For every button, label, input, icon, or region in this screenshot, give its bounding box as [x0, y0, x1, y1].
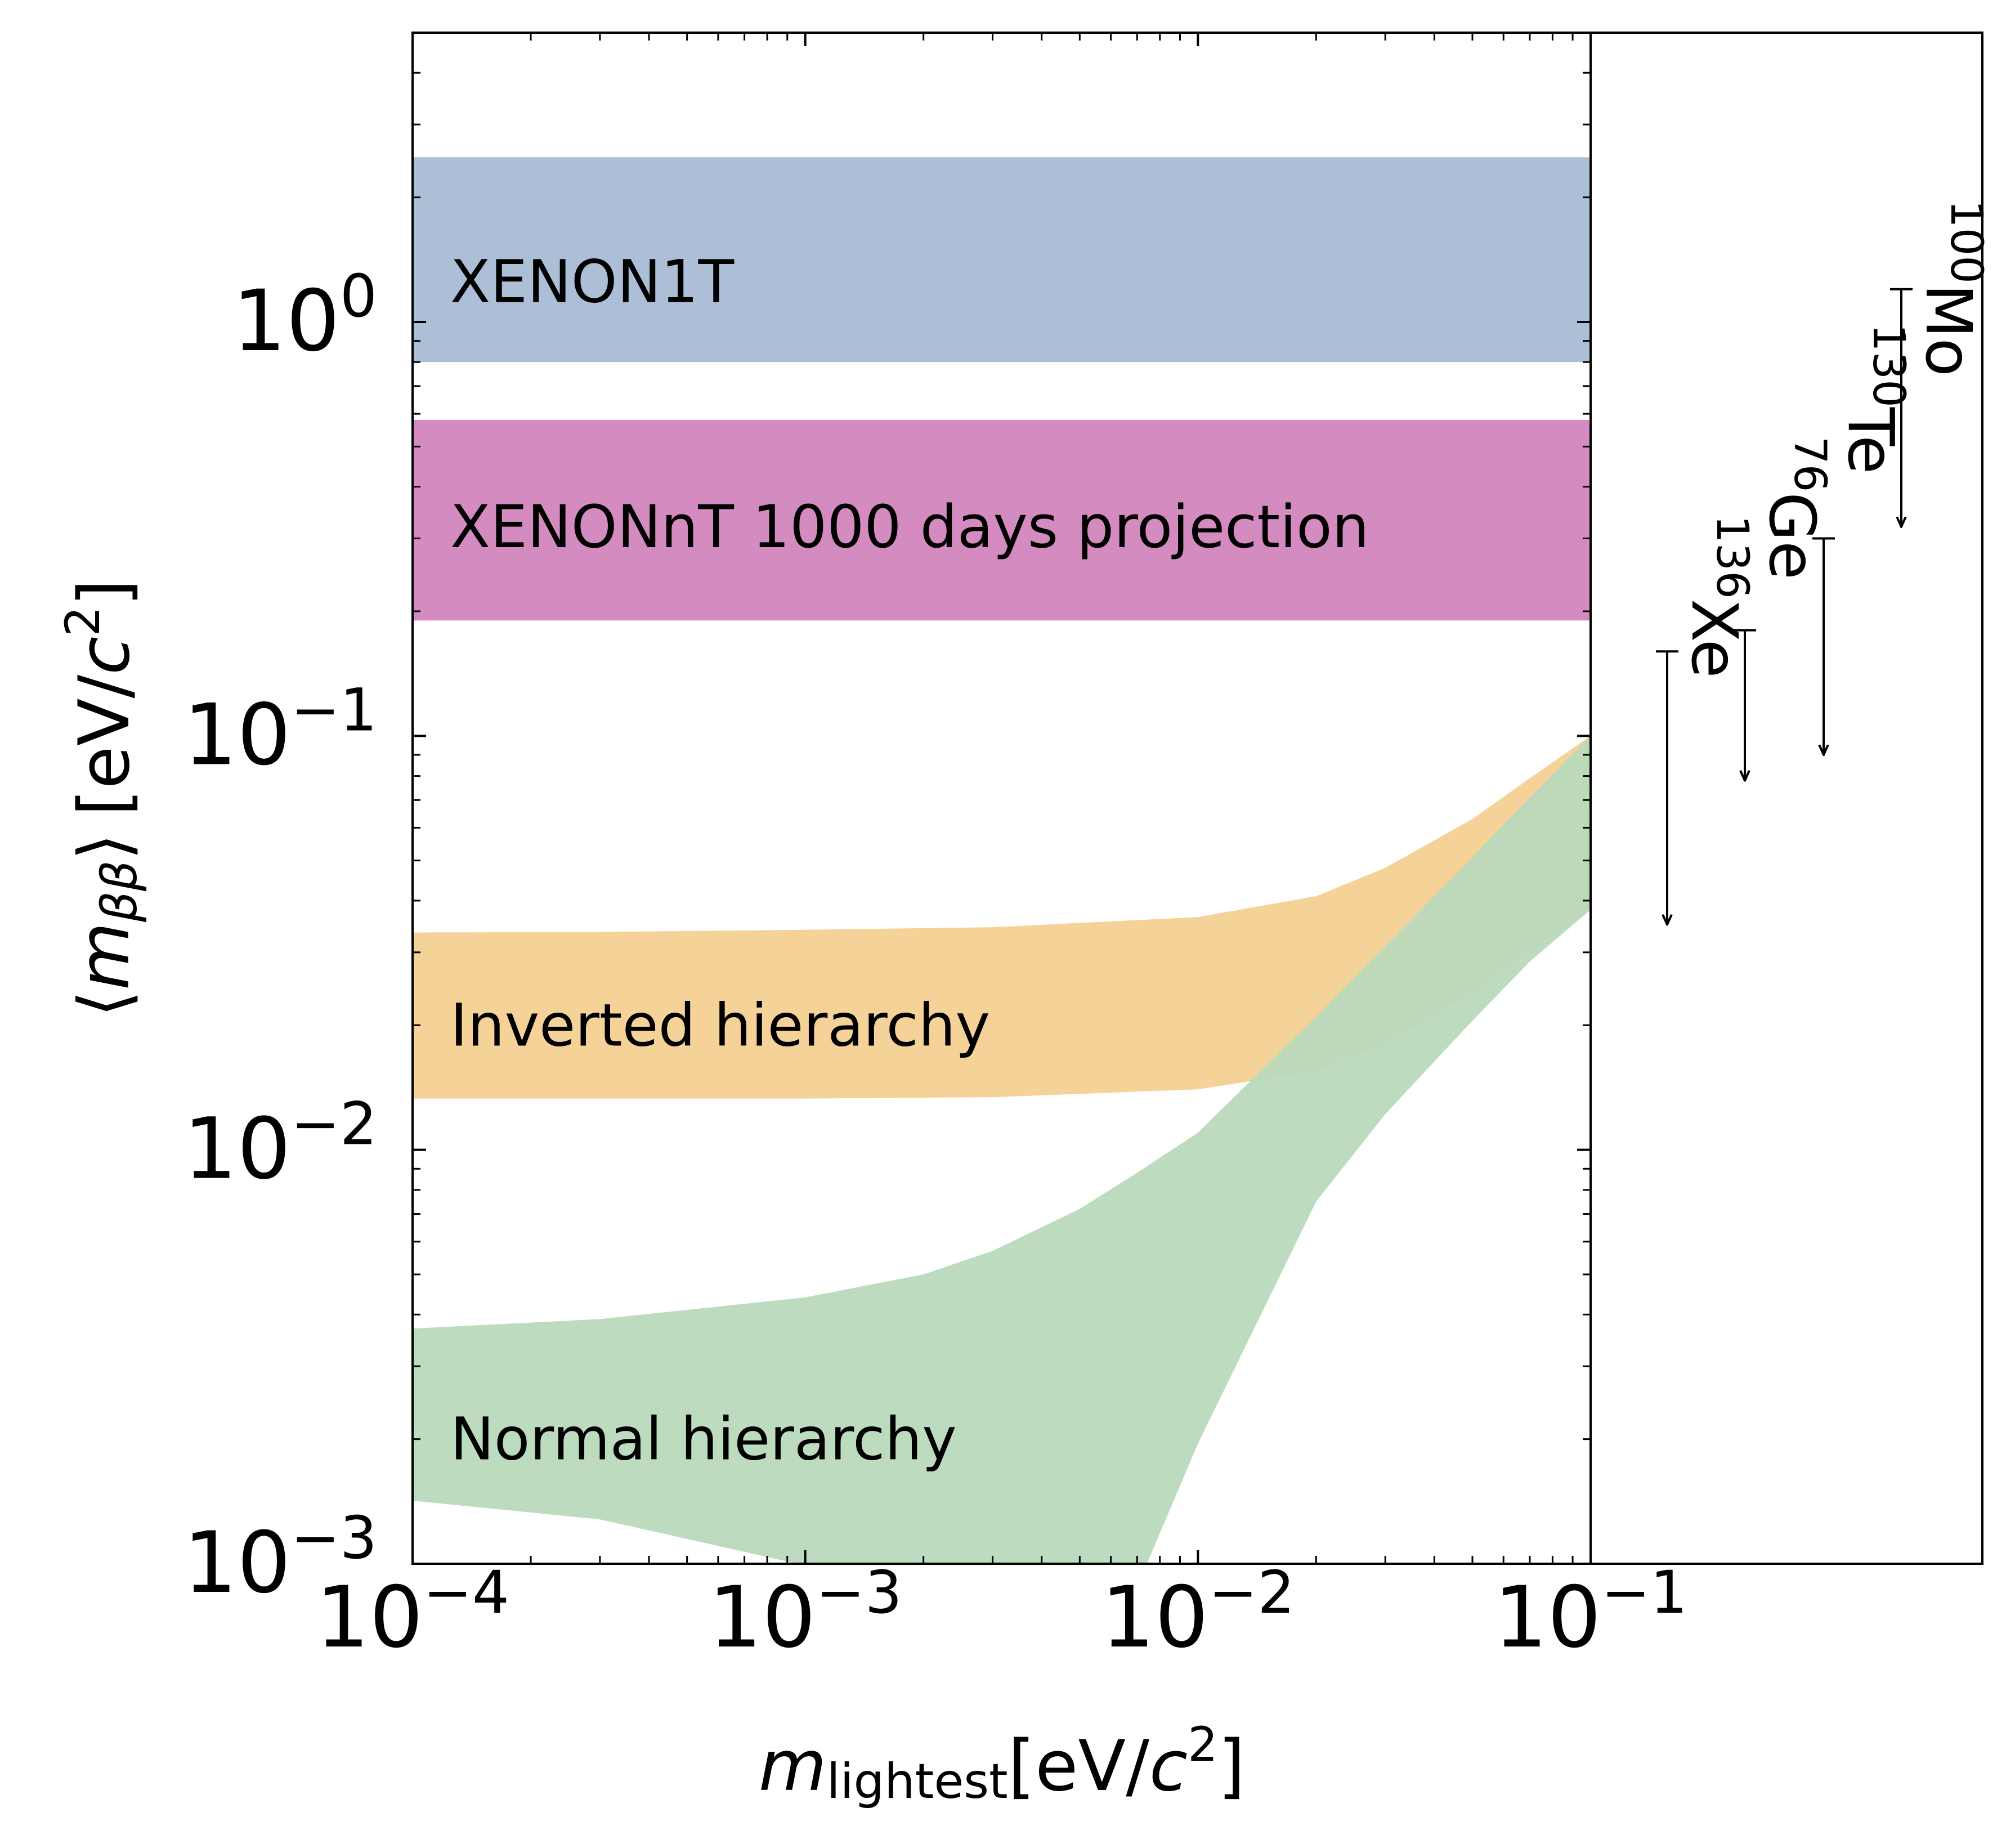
y-tick-label: 10−2: [183, 1090, 377, 1198]
xenon1t-region: [413, 157, 1591, 363]
x-tick-label: 10−1: [1494, 1558, 1687, 1667]
regions-layer: [413, 157, 1591, 1564]
x-axis-label: mlightest[eV/c2]: [759, 1717, 1245, 1810]
isotope-limit-xe: 136Xe: [1656, 515, 1757, 925]
y-tick-label: 10−3: [183, 1504, 377, 1612]
y-axis-unit-exp: 2: [55, 606, 110, 636]
isotope-panel-frame: [1589, 32, 1983, 1565]
ticks-layer: [411, 32, 1592, 1565]
isotope-limit-ge: 76Ge: [1734, 436, 1835, 781]
isotope-label: 76Ge: [1755, 436, 1835, 580]
x-tick-label: 10−2: [1101, 1558, 1295, 1667]
x-tick-label: 10−4: [316, 1558, 509, 1667]
xenon1t-label: XENON1T: [450, 248, 735, 316]
y-tick-label: 100: [232, 262, 377, 370]
x-axis-unit-c: c: [1149, 1726, 1188, 1807]
x-axis-unit-post: ]: [1218, 1726, 1245, 1807]
xenonnt-1000-days-projection-region: [413, 419, 1591, 621]
normal-hierarchy-label: Normal hierarchy: [450, 1405, 957, 1474]
y-tick-label: 10−1: [183, 675, 377, 784]
y-axis-label: ⟨mββ⟩ [eV/c2]: [55, 579, 148, 1018]
y-axis-open: ⟨: [64, 990, 145, 1017]
y-axis-unit-post: ]: [64, 579, 145, 606]
isotope-label: 100Mo: [1911, 200, 1991, 377]
x-axis-symbol: m: [759, 1726, 827, 1807]
x-axis-unit-exp: 2: [1188, 1717, 1217, 1772]
y-axis-subscript: ββ: [92, 860, 148, 923]
xenonnt-1000-days-projection-label: XENONnT 1000 days projection: [450, 493, 1369, 561]
x-axis-unit-pre: [eV/: [1008, 1726, 1149, 1807]
isotope-limit-mo: 100Mo: [1890, 200, 1991, 527]
isotope-label: 136Xe: [1677, 515, 1757, 678]
y-axis-close: ⟩: [64, 833, 145, 860]
inverted-hierarchy-region: [413, 736, 1591, 1099]
band-labels-layer: XENON1T XENONnT 1000 days projection Inver…: [450, 248, 1369, 1474]
normal-hierarchy-region: [413, 736, 1591, 1564]
x-axis-subscript: lightest: [827, 1753, 1008, 1810]
x-tick-label: 10−3: [709, 1558, 902, 1667]
isotope-label: 130Te: [1834, 324, 1914, 474]
inverted-hierarchy-label: Inverted hierarchy: [450, 991, 990, 1059]
y-axis-unit-c: c: [64, 637, 145, 675]
isotope-limit-te: 130Te: [1812, 324, 1914, 755]
y-axis-symbol: m: [64, 922, 145, 990]
y-axis-unit-pre: [eV/: [64, 674, 145, 816]
